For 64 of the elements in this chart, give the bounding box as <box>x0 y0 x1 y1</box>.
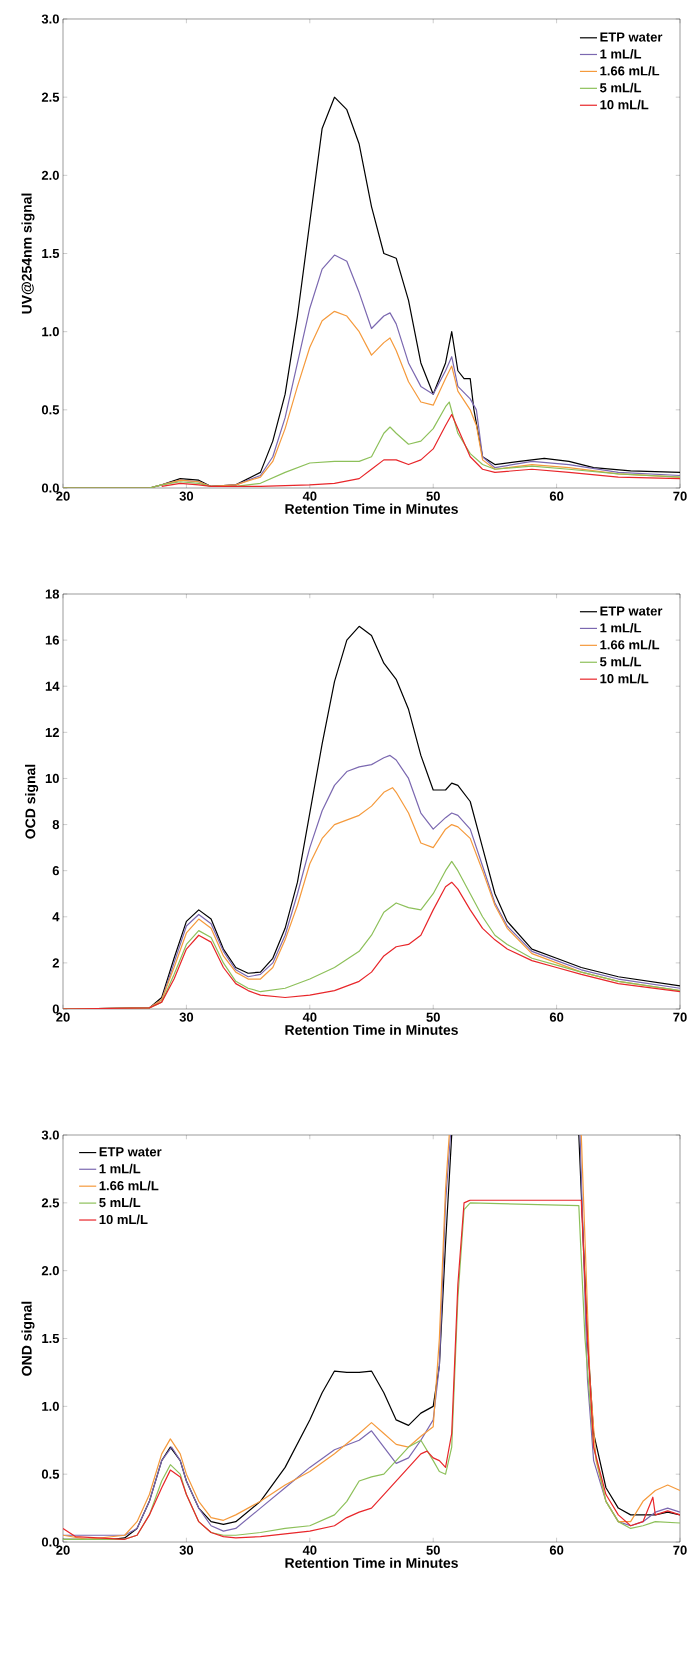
y-tick-label: 3.0 <box>41 1130 59 1140</box>
y-axis-title: OND signal <box>21 1301 35 1376</box>
y-axis-title: UV@254nm signal <box>21 193 35 314</box>
x-tick-label: 20 <box>56 1545 70 1555</box>
y-tick-label: 0.5 <box>41 1469 60 1479</box>
x-tick-label: 70 <box>673 1012 687 1022</box>
x-tick-label: 20 <box>56 1012 70 1022</box>
legend-label: ETP water <box>600 606 663 616</box>
x-tick-label: 50 <box>426 1545 440 1555</box>
legend-label: 1.66 mL/L <box>600 65 660 76</box>
x-tick-label: 40 <box>302 1012 317 1022</box>
x-tick-label: 60 <box>549 491 564 501</box>
legend-label: 10 mL/L <box>600 673 649 684</box>
y-tick-label: 2 <box>52 958 59 968</box>
y-tick-label: 1.5 <box>42 1333 60 1344</box>
y-tick-label: 8 <box>52 819 60 830</box>
x-axis-title: Retention Time in Minutes <box>285 1024 458 1035</box>
legend-label: ETP water <box>600 32 663 42</box>
y-tick-label: 3.0 <box>41 14 59 24</box>
y-tick-label: 6 <box>52 866 59 876</box>
y-tick-label: 16 <box>45 635 59 645</box>
x-tick-label: 70 <box>673 491 687 501</box>
y-tick-label: 2.5 <box>41 1198 60 1208</box>
x-tick-label: 40 <box>302 1545 317 1555</box>
legend-label: 5 mL/L <box>600 82 642 93</box>
legend-label: 1 mL/L <box>99 1163 141 1174</box>
y-tick-label: 4 <box>52 912 60 922</box>
legend-label: 1.66 mL/L <box>600 639 660 650</box>
x-tick-label: 40 <box>302 491 317 501</box>
line-series <box>63 401 681 488</box>
x-tick-label: 30 <box>179 1545 194 1555</box>
y-tick-label: 2.5 <box>41 92 60 102</box>
y-tick-label: 10 <box>45 773 59 784</box>
y-tick-label: 1.0 <box>42 327 59 337</box>
y-tick-label: 0 <box>52 1004 59 1014</box>
x-tick-label: 50 <box>426 491 440 501</box>
x-tick-label: 60 <box>549 1012 564 1022</box>
x-tick-label: 30 <box>179 491 194 501</box>
x-tick-label: 60 <box>549 1545 564 1555</box>
x-tick-label: 20 <box>56 491 70 501</box>
y-tick-label: 2.0 <box>41 170 59 180</box>
x-tick-label: 70 <box>673 1545 687 1555</box>
legend-label: 10 mL/L <box>99 1214 148 1225</box>
y-tick-label: 1.5 <box>42 248 60 259</box>
legend-label: 10 mL/L <box>600 99 649 110</box>
legend-label: 1 mL/L <box>600 49 642 59</box>
y-tick-label: 1.0 <box>42 1401 59 1411</box>
legend-label: 5 mL/L <box>99 1197 141 1208</box>
x-tick-label: 30 <box>179 1012 194 1022</box>
y-tick-label: 0.0 <box>41 1537 59 1547</box>
y-axis-title: OCD signal <box>25 764 39 839</box>
legend-label: ETP water <box>99 1147 162 1157</box>
legend-label: 5 mL/L <box>600 656 642 667</box>
legend-label: 1.66 mL/L <box>99 1180 159 1191</box>
legend-label: 1 mL/L <box>600 622 642 633</box>
x-axis-title: Retention Time in Minutes <box>285 1557 458 1568</box>
x-tick-label: 50 <box>426 1012 440 1022</box>
y-tick-label: 12 <box>45 727 59 737</box>
y-tick-label: 0.0 <box>41 483 59 493</box>
y-tick-label: 2.0 <box>41 1266 59 1276</box>
x-axis-title: Retention Time in Minutes <box>285 503 458 514</box>
y-tick-label: 0.5 <box>41 405 60 415</box>
y-tick-label: 18 <box>45 589 60 599</box>
y-tick-label: 14 <box>45 681 60 691</box>
